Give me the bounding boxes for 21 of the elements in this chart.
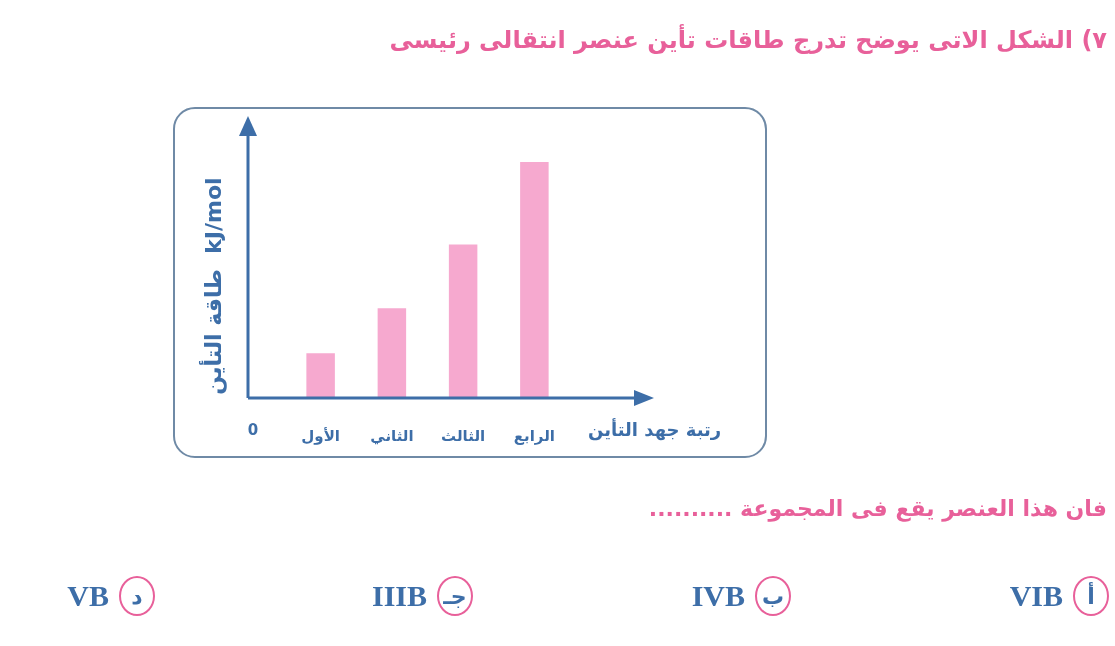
x-axis-title: رتبة جهد التأين bbox=[588, 417, 722, 441]
bar bbox=[377, 308, 407, 398]
text: ٧) الشكل الاتى يوضح تدرج طاقات تأين عنصر انتقالى رئيسى bbox=[389, 26, 1107, 54]
bar bbox=[306, 353, 335, 398]
y-axis-title: طاقة التأين kJ/mol bbox=[197, 177, 227, 395]
text: فان هذا العنصر يقع فى المجموعة .......... bbox=[648, 496, 1107, 521]
x-tick-label: الأول bbox=[301, 426, 340, 445]
text: ب bbox=[761, 583, 785, 609]
text: أ bbox=[1087, 583, 1095, 609]
text: VB bbox=[67, 579, 109, 613]
x-tick-label: الثاني bbox=[370, 426, 414, 445]
text: جـ bbox=[443, 583, 467, 609]
bar bbox=[520, 162, 549, 398]
x-tick-label: الثالث bbox=[441, 426, 486, 445]
x-tick-label: الرابع bbox=[513, 426, 555, 445]
bar bbox=[448, 244, 478, 398]
text: د bbox=[131, 583, 143, 609]
text: IIIB bbox=[371, 579, 427, 613]
text: 0 bbox=[247, 420, 259, 439]
text: VIB bbox=[1009, 579, 1063, 613]
text: IVB bbox=[691, 579, 745, 613]
